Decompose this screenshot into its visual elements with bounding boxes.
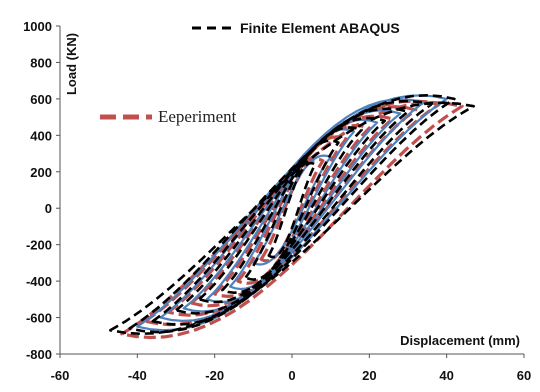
label-layer: Displacement (mm) Load (KN) Finite Element… <box>64 20 520 348</box>
hysteresis-loop <box>213 123 371 298</box>
legend-label-fe: Finite Element ABAQUS <box>240 20 400 36</box>
hysteresis-loop <box>267 161 317 259</box>
x-tick-label: -40 <box>128 368 147 383</box>
tick-layer: -60 -40 -20 0 20 40 6010008006004002000-200-40… <box>23 19 531 383</box>
hysteresis-loop <box>229 128 355 291</box>
y-tick-label: 600 <box>30 92 52 107</box>
x-axis-title: Displacement (mm) <box>400 333 520 348</box>
y-tick-label: 0 <box>45 201 52 216</box>
hysteresis-loop <box>197 116 387 304</box>
series-2 <box>109 94 475 336</box>
hysteresis-loop <box>109 101 475 336</box>
x-tick-label: 0 <box>288 368 295 383</box>
series-layer <box>109 94 475 340</box>
y-tick-label: -600 <box>26 311 52 326</box>
y-tick-label: 200 <box>30 165 52 180</box>
y-tick-label: 400 <box>30 128 52 143</box>
hysteresis-loop <box>182 109 402 313</box>
y-tick-label: 800 <box>30 55 52 70</box>
series-0 <box>120 99 464 340</box>
y-axis-title: Load (KN) <box>64 33 79 95</box>
hysteresis-loop <box>259 157 325 263</box>
x-tick-label: -20 <box>205 368 224 383</box>
y-tick-label: -800 <box>26 347 52 362</box>
x-tick-label: 20 <box>362 368 376 383</box>
x-tick-label: 60 <box>517 368 531 383</box>
y-tick-label: -200 <box>26 238 52 253</box>
x-tick-label: 40 <box>439 368 453 383</box>
hysteresis-loop <box>236 135 348 285</box>
hysteresis-loop <box>174 107 410 315</box>
hysteresis-loop <box>128 94 456 334</box>
hysteresis-loop <box>120 101 464 340</box>
legend-label-experiment: Eeperiment <box>158 107 237 126</box>
hysteresis-loop <box>166 105 418 317</box>
y-tick-label: 1000 <box>23 19 52 34</box>
y-tick-label: -400 <box>26 274 52 289</box>
x-tick-label: -60 <box>51 368 70 383</box>
